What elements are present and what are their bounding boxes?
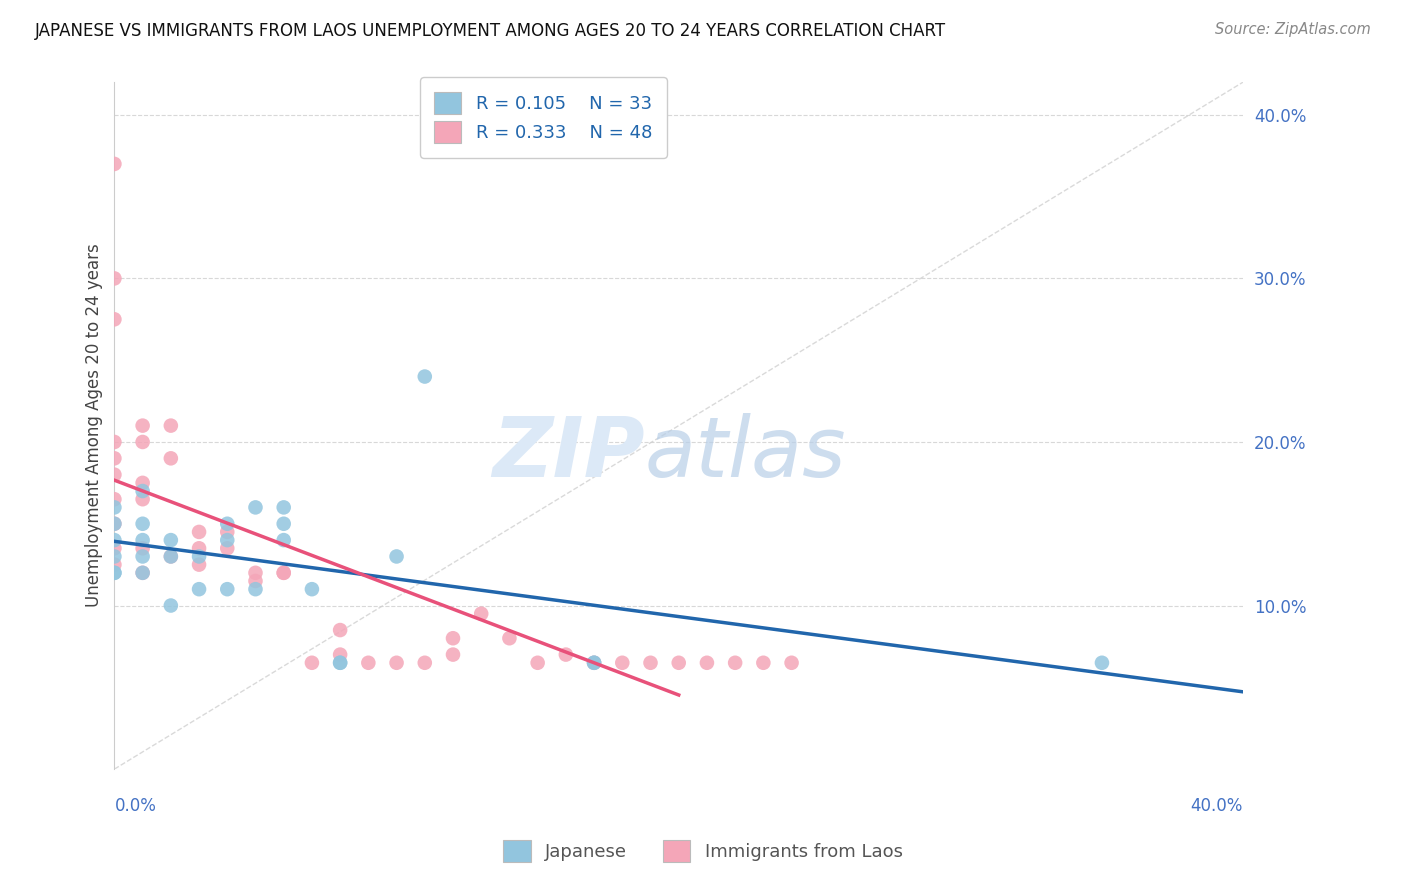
Point bbox=[752, 656, 775, 670]
Point bbox=[273, 533, 295, 548]
Point bbox=[583, 656, 606, 670]
Point bbox=[1091, 656, 1114, 670]
Point bbox=[329, 656, 352, 670]
Text: atlas: atlas bbox=[645, 413, 846, 493]
Point bbox=[131, 418, 153, 433]
Point bbox=[301, 582, 323, 597]
Text: 0.0%: 0.0% bbox=[114, 797, 156, 814]
Point bbox=[441, 648, 464, 662]
Text: JAPANESE VS IMMIGRANTS FROM LAOS UNEMPLOYMENT AMONG AGES 20 TO 24 YEARS CORRELAT: JAPANESE VS IMMIGRANTS FROM LAOS UNEMPLO… bbox=[35, 22, 946, 40]
Point bbox=[131, 533, 153, 548]
Point bbox=[131, 483, 153, 498]
Point bbox=[103, 566, 125, 580]
Point bbox=[640, 656, 662, 670]
Point bbox=[188, 541, 211, 556]
Point bbox=[188, 549, 211, 564]
Point bbox=[245, 582, 267, 597]
Point bbox=[160, 549, 183, 564]
Point bbox=[103, 467, 125, 482]
Point bbox=[357, 656, 380, 670]
Legend: R = 0.105    N = 33, R = 0.333    N = 48: R = 0.105 N = 33, R = 0.333 N = 48 bbox=[420, 78, 666, 158]
Point bbox=[188, 558, 211, 572]
Point bbox=[160, 451, 183, 466]
Legend: Japanese, Immigrants from Laos: Japanese, Immigrants from Laos bbox=[496, 833, 910, 870]
Point bbox=[131, 566, 153, 580]
Point bbox=[160, 533, 183, 548]
Point bbox=[103, 312, 125, 326]
Point bbox=[160, 418, 183, 433]
Point bbox=[160, 549, 183, 564]
Point bbox=[385, 549, 408, 564]
Point bbox=[103, 558, 125, 572]
Point bbox=[131, 475, 153, 490]
Point bbox=[131, 492, 153, 507]
Point bbox=[103, 492, 125, 507]
Point bbox=[329, 648, 352, 662]
Point bbox=[273, 566, 295, 580]
Point bbox=[301, 656, 323, 670]
Point bbox=[583, 656, 606, 670]
Point bbox=[612, 656, 634, 670]
Point bbox=[668, 656, 690, 670]
Point bbox=[103, 271, 125, 285]
Point bbox=[329, 656, 352, 670]
Point bbox=[526, 656, 548, 670]
Point bbox=[131, 566, 153, 580]
Point bbox=[245, 574, 267, 588]
Point bbox=[103, 541, 125, 556]
Point bbox=[217, 541, 239, 556]
Point bbox=[188, 524, 211, 539]
Point bbox=[103, 566, 125, 580]
Point bbox=[273, 500, 295, 515]
Point bbox=[245, 500, 267, 515]
Point bbox=[217, 524, 239, 539]
Point bbox=[583, 656, 606, 670]
Point bbox=[103, 451, 125, 466]
Point bbox=[470, 607, 492, 621]
Point bbox=[724, 656, 747, 670]
Point bbox=[217, 533, 239, 548]
Point bbox=[131, 434, 153, 449]
Point bbox=[103, 434, 125, 449]
Text: Source: ZipAtlas.com: Source: ZipAtlas.com bbox=[1215, 22, 1371, 37]
Point bbox=[160, 599, 183, 613]
Point bbox=[780, 656, 803, 670]
Point bbox=[103, 516, 125, 531]
Point bbox=[103, 157, 125, 171]
Point bbox=[131, 516, 153, 531]
Point bbox=[273, 566, 295, 580]
Point bbox=[413, 369, 436, 384]
Point bbox=[103, 500, 125, 515]
Point bbox=[245, 566, 267, 580]
Point bbox=[103, 533, 125, 548]
Point bbox=[696, 656, 718, 670]
Point bbox=[103, 516, 125, 531]
Point bbox=[554, 648, 576, 662]
Point bbox=[103, 549, 125, 564]
Point bbox=[385, 656, 408, 670]
Point bbox=[329, 623, 352, 637]
Point bbox=[217, 582, 239, 597]
Point bbox=[498, 632, 520, 646]
Point bbox=[131, 541, 153, 556]
Text: 40.0%: 40.0% bbox=[1191, 797, 1243, 814]
Text: ZIP: ZIP bbox=[492, 413, 645, 493]
Point bbox=[131, 549, 153, 564]
Point bbox=[273, 516, 295, 531]
Point bbox=[413, 656, 436, 670]
Y-axis label: Unemployment Among Ages 20 to 24 years: Unemployment Among Ages 20 to 24 years bbox=[86, 244, 103, 607]
Point bbox=[217, 516, 239, 531]
Point bbox=[441, 632, 464, 646]
Point bbox=[188, 582, 211, 597]
